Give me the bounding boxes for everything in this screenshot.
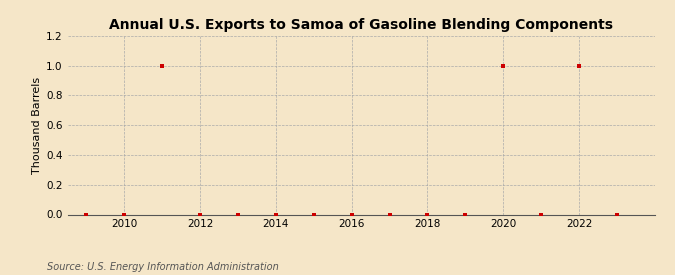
Y-axis label: Thousand Barrels: Thousand Barrels [32,76,42,174]
Title: Annual U.S. Exports to Samoa of Gasoline Blending Components: Annual U.S. Exports to Samoa of Gasoline… [109,18,613,32]
Text: Source: U.S. Energy Information Administration: Source: U.S. Energy Information Administ… [47,262,279,272]
